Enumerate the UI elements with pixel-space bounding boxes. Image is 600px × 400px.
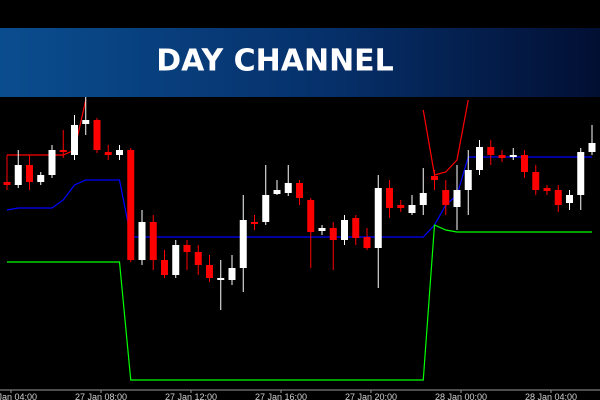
x-tick-label: 27 Jan 16:00 bbox=[255, 392, 307, 400]
candle-body bbox=[104, 152, 112, 155]
channel-line bbox=[7, 224, 592, 381]
candle-body bbox=[48, 150, 56, 175]
candle-body bbox=[419, 193, 427, 205]
candle-body bbox=[3, 182, 11, 185]
candle-body bbox=[476, 147, 483, 170]
candle-body bbox=[442, 190, 450, 205]
candle-body bbox=[487, 147, 495, 155]
x-tick-label: 27 Jan 04:00 bbox=[0, 392, 37, 400]
candle-body bbox=[228, 268, 236, 280]
candle-body bbox=[127, 150, 135, 260]
title-banner bbox=[0, 28, 600, 97]
candle-body bbox=[251, 222, 258, 224]
candle-body bbox=[464, 170, 472, 190]
x-tick-label: 28 Jan 00:00 bbox=[435, 392, 487, 400]
candle-body bbox=[521, 155, 528, 172]
x-axis-labels: 27 Jan 04:00 27 Jan 08:00 27 Jan 12:00 27 J… bbox=[0, 390, 577, 400]
candle-body bbox=[408, 205, 416, 213]
channel-line bbox=[6, 156, 592, 238]
candle-body bbox=[352, 218, 360, 238]
candle-body bbox=[239, 220, 247, 268]
candle-body bbox=[172, 245, 180, 275]
x-tick-label: 28 Jan 04:00 bbox=[525, 392, 577, 400]
candle-body bbox=[341, 220, 348, 240]
candle-body bbox=[59, 150, 67, 152]
candle-body bbox=[431, 176, 438, 180]
candle-body bbox=[138, 222, 146, 260]
candle-body bbox=[543, 188, 551, 191]
candle-body bbox=[273, 190, 281, 194]
candle-body bbox=[577, 152, 585, 195]
candle-body bbox=[307, 200, 315, 232]
candle-body bbox=[363, 237, 371, 248]
x-tick-label: 27 Jan 08:00 bbox=[75, 392, 127, 400]
candle-body bbox=[14, 165, 22, 185]
candle-body bbox=[554, 190, 562, 205]
x-tick-label: 27 Jan 12:00 bbox=[165, 392, 217, 400]
candle-body bbox=[453, 190, 461, 207]
candle-body bbox=[329, 228, 337, 240]
candle-body bbox=[37, 175, 45, 182]
candle-body bbox=[116, 150, 123, 155]
candle-body bbox=[71, 125, 78, 155]
candle-body bbox=[498, 155, 506, 158]
candle-body bbox=[262, 195, 270, 222]
plot-area bbox=[3, 97, 596, 381]
candle-body bbox=[588, 143, 596, 152]
x-tick-label: 27 Jan 20:00 bbox=[345, 392, 397, 400]
candle-body bbox=[194, 252, 202, 265]
candle-body bbox=[566, 195, 573, 203]
candle-body bbox=[284, 183, 292, 193]
candle-body bbox=[318, 228, 326, 231]
candle-body bbox=[26, 165, 33, 182]
candle-body bbox=[386, 188, 393, 208]
candle-body bbox=[149, 222, 157, 260]
candle-body bbox=[296, 183, 303, 198]
candle-body bbox=[82, 120, 90, 124]
candle-body bbox=[374, 188, 382, 248]
candle-body bbox=[397, 205, 405, 208]
candle-body bbox=[217, 278, 225, 280]
chart-title: DAY CHANNEL bbox=[156, 44, 394, 79]
candle-body bbox=[509, 155, 517, 157]
candle-body bbox=[93, 120, 101, 150]
candle-body bbox=[183, 245, 191, 252]
candle-body bbox=[532, 172, 540, 190]
candle-body bbox=[161, 260, 168, 275]
candle-body bbox=[206, 265, 213, 278]
